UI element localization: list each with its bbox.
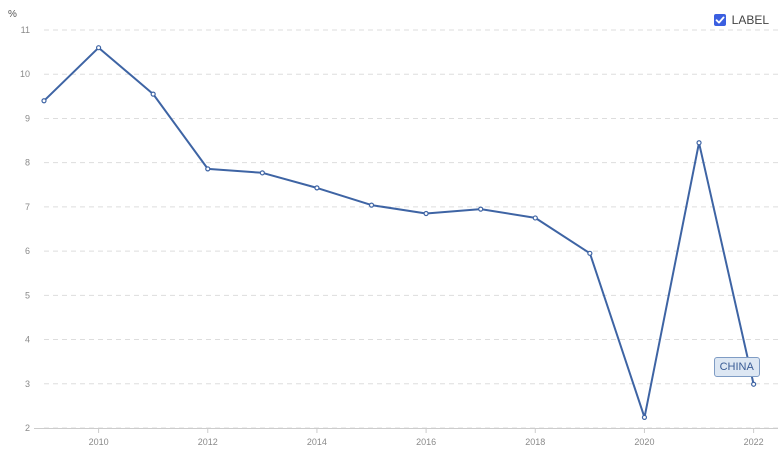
y-tick-label-5: 5 xyxy=(25,290,30,300)
data-point-2016 xyxy=(423,210,429,217)
x-tick-label-2010: 2010 xyxy=(89,437,109,447)
data-point-2012 xyxy=(205,166,211,172)
y-axis-unit: % xyxy=(8,9,17,20)
y-tick-label-9: 9 xyxy=(25,113,30,123)
y-tick-label-10: 10 xyxy=(20,69,30,79)
data-point-2014 xyxy=(314,185,320,191)
x-tick-label-2014: 2014 xyxy=(307,437,327,447)
x-tick-label-2016: 2016 xyxy=(416,437,436,447)
series-line-china xyxy=(43,46,755,419)
series-label-china: CHINA xyxy=(713,357,760,378)
y-tick-label-4: 4 xyxy=(25,335,30,345)
y-tick-label-6: 6 xyxy=(25,246,30,256)
y-tick-label-2: 2 xyxy=(25,423,30,433)
data-point-2009 xyxy=(41,98,47,104)
y-tick-label-8: 8 xyxy=(25,158,30,168)
data-point-2011 xyxy=(150,91,156,97)
y-tick-label-3: 3 xyxy=(25,379,30,389)
data-point-2017 xyxy=(478,206,484,212)
data-point-2018 xyxy=(532,215,538,221)
data-point-2010 xyxy=(95,45,102,51)
x-tick-label-2020: 2020 xyxy=(634,437,654,447)
data-point-2020 xyxy=(641,414,648,420)
data-point-2021 xyxy=(696,140,702,146)
data-point-2019 xyxy=(587,250,593,256)
legend-toggle[interactable]: LABEL xyxy=(713,13,769,27)
y-tick-label-11: 11 xyxy=(21,25,30,35)
legend-label: LABEL xyxy=(731,13,769,27)
x-tick-label-2022: 2022 xyxy=(744,437,764,447)
x-tick-label-2018: 2018 xyxy=(525,437,545,447)
data-point-2015 xyxy=(368,202,375,208)
data-point-2022 xyxy=(751,381,757,387)
checkbox-icon[interactable] xyxy=(713,14,726,26)
x-tick-label-2012: 2012 xyxy=(198,437,218,447)
data-point-2013 xyxy=(259,170,265,176)
y-tick-label-7: 7 xyxy=(25,202,30,212)
